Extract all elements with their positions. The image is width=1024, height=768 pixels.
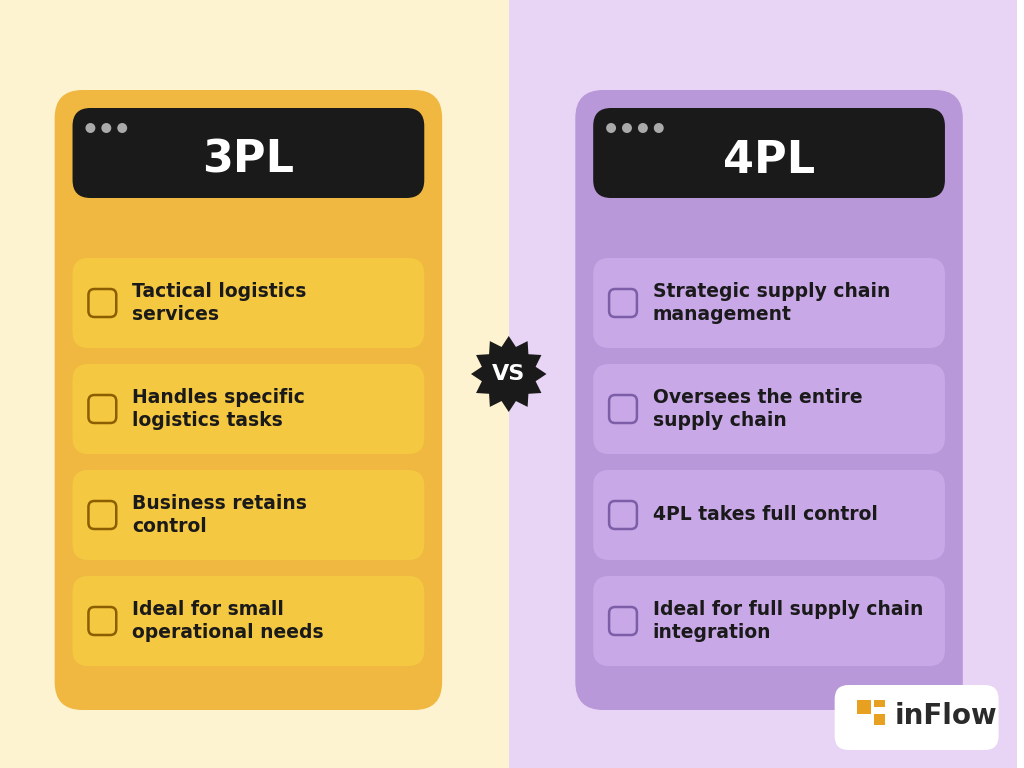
Circle shape bbox=[653, 123, 664, 133]
Circle shape bbox=[118, 123, 127, 133]
Text: Oversees the entire
supply chain: Oversees the entire supply chain bbox=[653, 388, 862, 430]
FancyBboxPatch shape bbox=[73, 470, 424, 560]
Text: Business retains
control: Business retains control bbox=[132, 494, 307, 536]
Polygon shape bbox=[471, 336, 547, 412]
FancyBboxPatch shape bbox=[873, 713, 885, 724]
FancyBboxPatch shape bbox=[593, 108, 945, 198]
FancyBboxPatch shape bbox=[73, 364, 424, 454]
FancyBboxPatch shape bbox=[509, 0, 1018, 768]
Text: Tactical logistics
services: Tactical logistics services bbox=[132, 282, 306, 324]
Text: Ideal for small
operational needs: Ideal for small operational needs bbox=[132, 600, 324, 642]
Circle shape bbox=[622, 123, 632, 133]
FancyBboxPatch shape bbox=[593, 258, 945, 348]
FancyBboxPatch shape bbox=[873, 700, 885, 707]
FancyBboxPatch shape bbox=[593, 470, 945, 560]
Circle shape bbox=[638, 123, 648, 133]
Circle shape bbox=[606, 123, 616, 133]
Circle shape bbox=[101, 123, 112, 133]
Text: 4PL: 4PL bbox=[723, 139, 815, 182]
FancyBboxPatch shape bbox=[73, 258, 424, 348]
FancyBboxPatch shape bbox=[856, 700, 870, 714]
FancyBboxPatch shape bbox=[0, 0, 509, 768]
FancyBboxPatch shape bbox=[593, 364, 945, 454]
Circle shape bbox=[85, 123, 95, 133]
FancyBboxPatch shape bbox=[835, 685, 998, 750]
Text: Strategic supply chain
management: Strategic supply chain management bbox=[653, 282, 890, 324]
FancyBboxPatch shape bbox=[575, 90, 963, 710]
Text: 3PL: 3PL bbox=[203, 139, 295, 182]
Text: Ideal for full supply chain
integration: Ideal for full supply chain integration bbox=[653, 600, 924, 642]
Text: inFlow: inFlow bbox=[894, 701, 997, 730]
Text: Handles specific
logistics tasks: Handles specific logistics tasks bbox=[132, 388, 305, 430]
FancyBboxPatch shape bbox=[73, 108, 424, 198]
Text: 4PL takes full control: 4PL takes full control bbox=[653, 505, 878, 525]
FancyBboxPatch shape bbox=[73, 576, 424, 666]
FancyBboxPatch shape bbox=[54, 90, 442, 710]
FancyBboxPatch shape bbox=[593, 576, 945, 666]
Text: VS: VS bbox=[493, 364, 525, 384]
